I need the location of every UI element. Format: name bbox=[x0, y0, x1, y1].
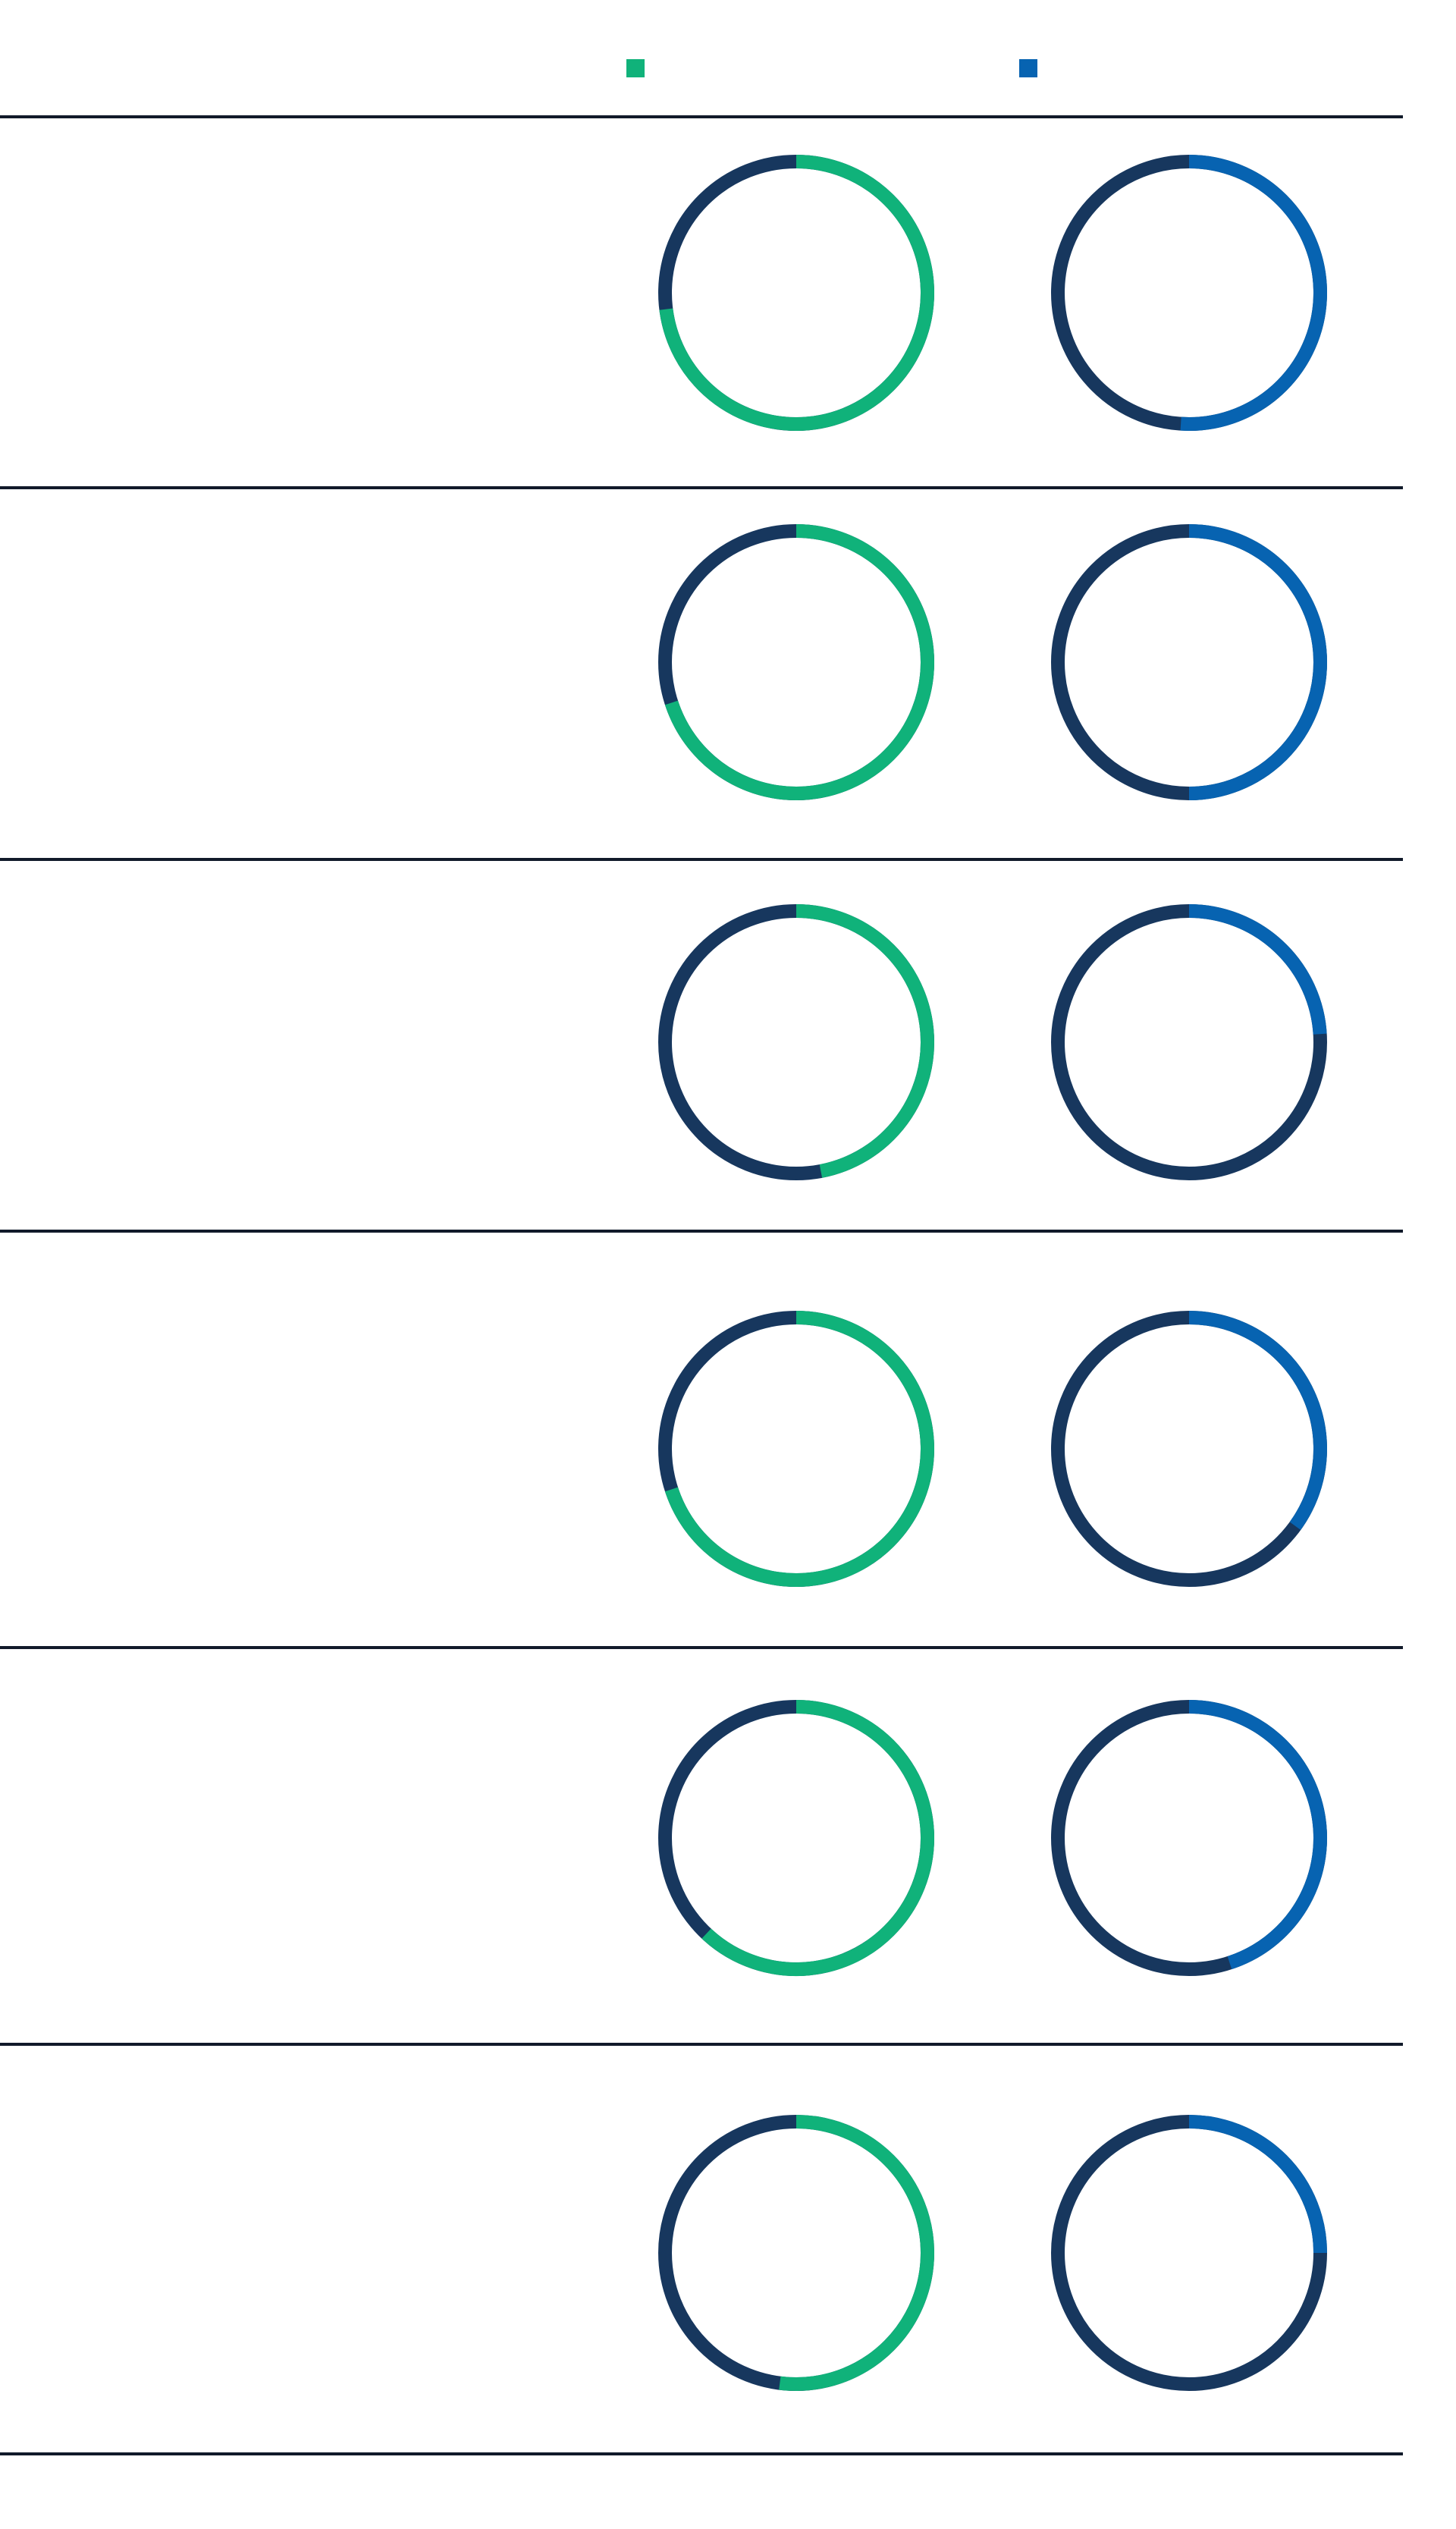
donut-row-1 bbox=[658, 155, 1327, 431]
row-dividers bbox=[0, 115, 1403, 2455]
donut-row-3 bbox=[658, 904, 1327, 1180]
donut-slice-r4-c1 bbox=[664, 1311, 934, 1587]
legend-swatch-2 bbox=[1019, 59, 1037, 77]
donut-slice-r1-c1 bbox=[659, 155, 934, 431]
donut-rows bbox=[658, 155, 1327, 2391]
donut-slice-r1-c2 bbox=[1180, 155, 1327, 431]
donut-slice-r5-c2 bbox=[1188, 1700, 1327, 1970]
donut-row-5 bbox=[658, 1700, 1327, 1976]
donut-slice-r2-c1 bbox=[664, 524, 934, 800]
donut-row-6 bbox=[658, 2115, 1327, 2391]
donut-slice-r6-c1 bbox=[779, 2115, 934, 2391]
donut-row-2 bbox=[658, 524, 1327, 800]
donut-slice-r3-c2 bbox=[1188, 904, 1327, 1035]
legend-swatch-1 bbox=[626, 59, 645, 77]
donut-slice-r5-c1 bbox=[701, 1700, 934, 1976]
donut-slice-r2-c2 bbox=[1188, 524, 1327, 800]
donut-row-4 bbox=[658, 1311, 1327, 1587]
donut-slice-r6-c2 bbox=[1188, 2115, 1327, 2254]
donut-slice-r3-c1 bbox=[795, 904, 935, 1178]
legend bbox=[626, 59, 1037, 77]
donut-slice-r4-c2 bbox=[1188, 1311, 1327, 1530]
